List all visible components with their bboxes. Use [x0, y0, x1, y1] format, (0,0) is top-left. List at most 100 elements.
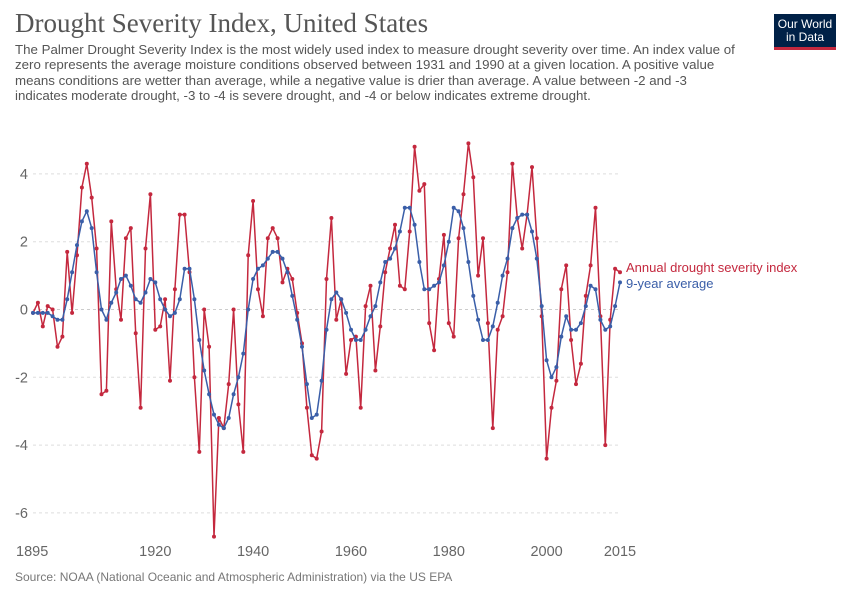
data-point-1 — [309, 416, 314, 420]
data-point-1 — [119, 277, 123, 281]
data-point-1 — [270, 249, 275, 254]
data-point-0 — [290, 277, 295, 281]
data-point-1 — [133, 297, 138, 302]
data-point-0 — [441, 232, 446, 237]
data-point-1 — [358, 338, 363, 342]
data-point-0 — [138, 405, 143, 410]
data-point-0 — [466, 141, 471, 146]
gridlines — [33, 173, 620, 514]
data-point-0 — [373, 368, 378, 373]
data-point-0 — [578, 361, 583, 366]
data-point-1 — [339, 297, 344, 302]
data-point-1 — [393, 246, 397, 251]
data-point-0 — [544, 456, 549, 461]
data-point-0 — [490, 426, 495, 431]
data-point-1 — [544, 358, 549, 363]
data-point-0 — [422, 182, 427, 187]
data-point-1 — [148, 277, 153, 281]
data-point-0 — [119, 317, 123, 322]
data-point-1 — [260, 263, 265, 268]
data-point-1 — [40, 310, 45, 315]
data-point-1 — [177, 297, 182, 302]
data-point-0 — [265, 236, 270, 241]
data-point-1 — [471, 293, 476, 298]
y-tick-label: 4 — [20, 167, 28, 183]
data-point-1 — [569, 327, 574, 332]
data-point-0 — [212, 534, 216, 539]
data-point-0 — [564, 263, 569, 268]
data-point-0 — [99, 392, 104, 397]
data-point-1 — [525, 212, 530, 217]
data-point-1 — [197, 338, 202, 342]
data-point-1 — [476, 317, 481, 322]
x-tick-label: 1960 — [335, 544, 367, 560]
data-point-0 — [177, 212, 182, 217]
data-point-0 — [148, 192, 153, 197]
data-point-1 — [618, 280, 622, 285]
data-point-0 — [383, 270, 388, 275]
data-point-0 — [60, 334, 65, 339]
data-point-0 — [168, 378, 172, 383]
data-point-1 — [304, 382, 309, 387]
owid-logo[interactable]: Our World in Data — [774, 14, 836, 50]
data-point-0 — [256, 287, 260, 292]
data-point-1 — [388, 256, 393, 261]
data-point-1 — [265, 256, 270, 261]
data-point-0 — [603, 443, 608, 448]
logo-line-2: in Data — [785, 30, 825, 44]
data-point-1 — [583, 304, 588, 309]
data-point-1 — [363, 327, 368, 332]
data-point-1 — [515, 216, 520, 220]
data-point-1 — [65, 297, 70, 302]
data-point-1 — [378, 280, 383, 285]
data-point-0 — [133, 331, 138, 336]
data-point-0 — [427, 321, 432, 326]
data-point-0 — [94, 246, 99, 251]
data-point-1 — [158, 297, 163, 302]
data-point-1 — [383, 260, 388, 264]
legend-label-1: 9-year average — [626, 276, 713, 291]
data-point-0 — [236, 402, 241, 407]
series-line-0 — [32, 142, 621, 538]
data-point-0 — [378, 324, 383, 329]
y-tick-label: 0 — [20, 302, 28, 318]
data-point-0 — [163, 297, 168, 302]
data-point-0 — [231, 307, 236, 312]
data-point-1 — [373, 304, 378, 309]
y-tick-label: -2 — [15, 370, 28, 386]
data-point-0 — [40, 324, 45, 329]
data-point-0 — [461, 192, 466, 197]
data-point-1 — [510, 226, 515, 231]
data-point-0 — [192, 375, 197, 380]
data-point-1 — [256, 266, 260, 271]
data-point-0 — [471, 175, 476, 180]
data-point-0 — [70, 310, 75, 315]
data-point-1 — [99, 307, 104, 312]
legend-label-0: Annual drought severity index — [626, 260, 798, 275]
data-point-0 — [456, 236, 461, 241]
data-point-1 — [593, 287, 598, 292]
data-point-0 — [314, 456, 319, 461]
data-point-1 — [456, 209, 461, 214]
data-point-0 — [402, 287, 407, 292]
data-point-1 — [182, 266, 187, 271]
data-point-1 — [295, 317, 300, 322]
data-point-1 — [539, 304, 544, 309]
data-point-0 — [123, 236, 128, 241]
x-tick-label: 2000 — [530, 544, 562, 560]
data-point-1 — [603, 327, 608, 332]
data-point-0 — [618, 270, 622, 275]
chart-title: Drought Severity Index, United States — [15, 8, 429, 38]
data-point-1 — [202, 368, 207, 373]
data-point-1 — [397, 229, 402, 234]
x-tick-label: 2015 — [604, 544, 636, 560]
data-point-1 — [45, 310, 50, 315]
data-point-0 — [363, 304, 368, 309]
data-point-1 — [109, 300, 114, 305]
data-point-0 — [554, 378, 559, 383]
data-point-0 — [534, 236, 539, 241]
data-point-1 — [84, 209, 89, 214]
data-point-1 — [534, 256, 539, 261]
